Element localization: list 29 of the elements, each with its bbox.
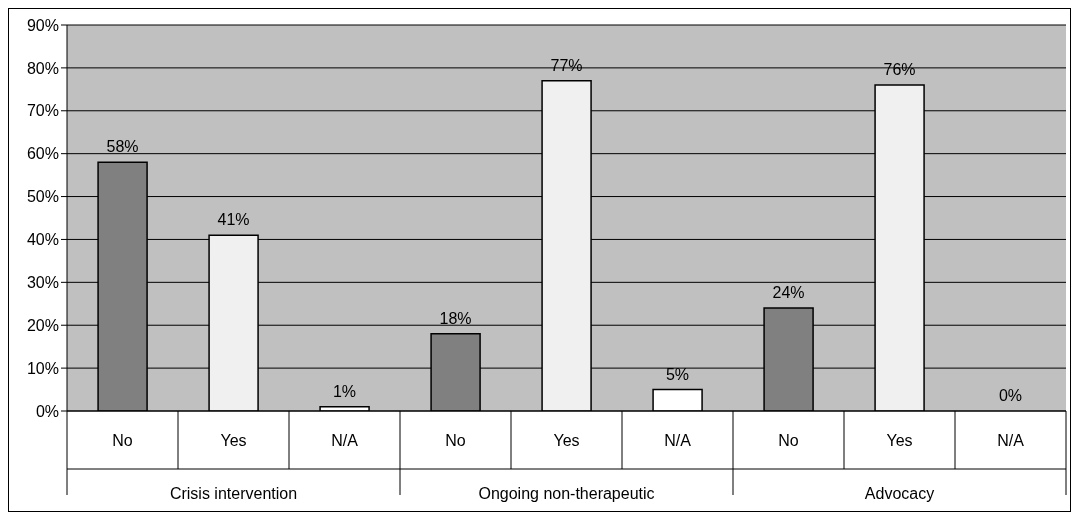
x-tick-label: No: [445, 432, 466, 449]
data-label: 18%: [439, 309, 472, 327]
x-tick-label: N/A: [331, 432, 359, 449]
text: Crisis intervention: [169, 485, 298, 502]
data-label: 0%: [998, 387, 1023, 404]
y-tick-label: 80%: [26, 59, 59, 77]
y-tick-label: 60%: [26, 145, 59, 163]
y-tick-label: 20%: [26, 316, 59, 334]
x-tick-label: Yes: [553, 432, 580, 449]
y-tick-label: 40%: [26, 231, 59, 249]
y-tick-label: 70%: [26, 102, 59, 120]
x-tick-label: N/A: [664, 432, 692, 449]
x-tick-label: N/A: [997, 432, 1025, 449]
data-label: 41%: [217, 211, 250, 229]
y-tick-label: 30%: [26, 274, 59, 292]
text: Ongoing non-therapeutic: [478, 485, 655, 502]
data-label: 24%: [772, 284, 805, 302]
text: Advocacy: [864, 485, 935, 502]
y-tick-label: 10%: [26, 359, 59, 377]
y-tick-label: 90%: [26, 16, 59, 34]
x-tick-label: Yes: [886, 432, 913, 449]
data-label: 58%: [106, 138, 139, 156]
y-tick-label: 0%: [35, 402, 59, 420]
data-label: 5%: [665, 365, 690, 383]
y-tick-label: 50%: [26, 188, 59, 206]
x-tick-label: No: [112, 432, 133, 449]
data-label: 1%: [332, 382, 357, 400]
x-tick-label: No: [778, 432, 799, 449]
x-tick-label: Yes: [220, 432, 247, 449]
